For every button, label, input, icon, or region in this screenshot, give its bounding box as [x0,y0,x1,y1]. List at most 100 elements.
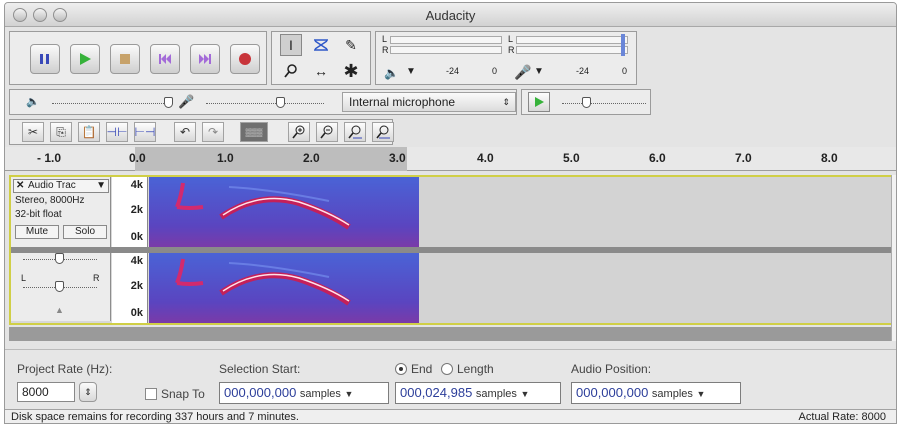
spectrogram-channel-1[interactable] [149,177,419,247]
undo-icon[interactable]: ↶ [174,122,196,142]
pan-slider[interactable] [55,281,64,292]
meter-toolbar: L R L R 🔈 ▼ -24 0 🎤 ▼ -24 0 [375,31,637,85]
time-shift-tool-icon[interactable]: ↔ [314,63,328,79]
record-icon [239,53,251,65]
spectrogram-trace-2 [149,253,419,323]
timeline-ruler[interactable]: - 1.0 0.0 1.0 2.0 3.0 4.0 5.0 6.0 7.0 8.0 [5,147,896,171]
multi-tool-icon[interactable]: ✱ [343,60,359,81]
ruler-tick-label: 1.0 [217,151,234,165]
draw-tool-icon[interactable]: ✎ [345,36,357,53]
track-name-bar[interactable]: ✕ Audio Trac ▼ [13,179,109,193]
selection-end-menu-arrow-icon[interactable]: ▼ [520,389,530,399]
empty-track-region-1[interactable] [419,177,891,247]
scale-0k: 0k [130,231,143,243]
pan-right-label: R [93,273,100,283]
play-button[interactable] [70,44,100,74]
record-meter-left-label: L [508,34,514,44]
close-window-button[interactable] [13,8,27,22]
skip-to-start-button[interactable] [150,44,180,74]
trim-icon[interactable]: ⊣⊢ [106,122,128,142]
spectrogram-channel-2[interactable] [149,253,419,323]
fit-selection-icon[interactable] [344,122,366,142]
selection-tool-icon[interactable]: I [280,34,302,56]
record-tick-0: 0 [622,66,628,76]
gain-slider[interactable] [55,253,64,264]
playback-tick-neg24: -24 [446,66,460,76]
copy-icon[interactable]: ⎘ [50,122,72,142]
end-radio[interactable] [395,363,407,375]
input-volume-slider[interactable] [276,97,285,108]
ruler-tick-label: 0.0 [129,151,146,165]
scale-2k: 2k [130,204,143,216]
actual-rate-status: Actual Rate: 8000 [798,411,886,423]
audacity-window: Audacity I ✎ ↔ ✱ [4,2,897,424]
mute-button[interactable]: Mute [15,225,59,239]
selection-start-unit: samples [299,388,341,400]
end-label: End [411,362,433,376]
length-label: Length [457,362,494,376]
play-icon [80,53,91,65]
play-at-speed-icon [535,97,544,107]
zoom-out-icon[interactable] [316,122,338,142]
snap-to-label: Snap To [161,387,205,401]
silence-icon[interactable]: ⊢⊣ [134,122,156,142]
speed-slider[interactable] [582,97,591,108]
pause-icon [40,54,49,64]
track-format-line2: 32-bit float [15,209,62,220]
track-menu-arrow-icon[interactable]: ▼ [96,180,106,191]
scale-2k: 2k [130,280,143,292]
selection-end-field[interactable]: 000,024,985 samples ▼ [395,382,561,404]
frequency-scale-channel-1: 4k 2k 0k [112,177,148,247]
zoom-tool-icon[interactable] [280,60,302,82]
zoom-in-icon[interactable] [288,122,310,142]
selection-start-field[interactable]: 000,000,000 samples ▼ [219,382,389,404]
project-area[interactable] [9,327,891,341]
audio-position-menu-arrow-icon[interactable]: ▼ [696,389,706,399]
solo-button[interactable]: Solo [63,225,107,239]
scale-0k: 0k [130,307,143,319]
ruler-tick-label: - 1.0 [37,151,62,165]
audio-position-value: 000,000,000 [576,385,649,400]
empty-track-region-2[interactable] [419,253,891,323]
track-close-icon[interactable]: ✕ [16,180,25,191]
snap-to-checkbox[interactable] [145,388,157,400]
envelope-tool-icon[interactable] [310,34,332,56]
input-source-select[interactable]: Internal microphone ⇕ [342,92,516,112]
playback-meter-right [390,46,502,54]
selection-start-value: 000,000,000 [224,385,297,400]
playback-meter-right-label: R [382,45,389,55]
collapse-track-icon[interactable]: ▲ [55,305,64,315]
fit-project-icon[interactable] [372,122,394,142]
paste-icon[interactable]: 📋 [78,122,100,142]
stop-icon [120,54,130,64]
zoom-window-button[interactable] [53,8,67,22]
ruler-tick-label: 7.0 [735,151,752,165]
record-button[interactable] [230,44,260,74]
cut-icon[interactable]: ✂ [22,122,44,142]
sync-lock-icon[interactable]: ▒▒▒ [240,122,268,142]
ruler-selection-region [135,147,407,171]
stop-button[interactable] [110,44,140,74]
vertical-scrollbar[interactable] [891,175,896,341]
output-volume-slider[interactable] [164,97,173,108]
status-bar: Disk space remains for recording 337 hou… [5,409,896,423]
playback-tick-0: 0 [492,66,498,76]
selection-start-menu-arrow-icon[interactable]: ▼ [344,389,354,399]
redo-icon[interactable]: ↷ [202,122,224,142]
audio-position-field[interactable]: 000,000,000 samples ▼ [571,382,741,404]
playback-meter-menu-arrow-icon[interactable]: ▼ [406,66,416,77]
disk-space-status: Disk space remains for recording 337 hou… [11,411,299,423]
title-bar: Audacity [5,3,896,27]
minimize-window-button[interactable] [33,8,47,22]
length-radio[interactable] [441,363,453,375]
skip-to-end-button[interactable] [190,44,220,74]
pause-button[interactable] [30,44,60,74]
output-volume-slider-track [52,103,170,104]
record-meter-right-label: R [508,45,515,55]
record-meter-menu-arrow-icon[interactable]: ▼ [534,66,544,77]
spectrogram-trace-1 [149,177,419,247]
record-peak-marker [621,34,625,56]
project-rate-input[interactable]: 8000 [17,382,75,402]
project-rate-stepper-icon[interactable]: ⇕ [79,382,97,402]
play-at-speed-button[interactable] [528,92,550,112]
